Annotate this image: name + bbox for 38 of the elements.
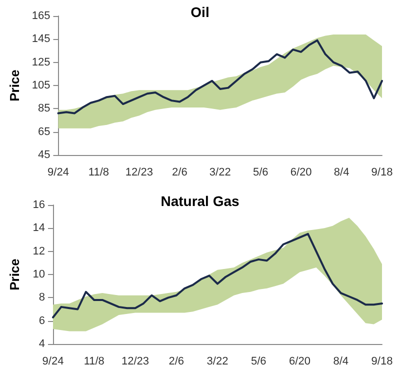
x-tick-label: 2/6	[168, 356, 184, 368]
y-tick-label: 6	[38, 314, 45, 327]
x-tick-label: 3/22	[206, 356, 228, 368]
x-tick-label: 3/22	[209, 166, 231, 178]
x-tick-label: 8/4	[333, 356, 349, 368]
x-tick-label: 9/24	[48, 166, 69, 178]
y-tick-label: 16	[32, 199, 45, 211]
y-axis-title: Price	[7, 258, 22, 290]
y-tick-label: 165	[32, 10, 50, 22]
x-tick-label: 9/18	[371, 166, 393, 178]
x-tick-label: 6/20	[289, 356, 310, 368]
y-tick-label: 85	[38, 102, 50, 115]
x-tick-label: 12/23	[121, 356, 150, 368]
y-tick-label: 125	[32, 56, 50, 68]
y-tick-label: 8	[38, 292, 45, 304]
x-tick-label: 9/18	[371, 356, 393, 368]
x-tick-label: 11/8	[88, 166, 110, 178]
y-tick-label: 12	[32, 245, 45, 258]
y-tick-label: 145	[32, 33, 50, 46]
x-tick-label: 8/4	[334, 166, 350, 178]
y-tick-label: 65	[38, 126, 50, 138]
x-tick-label: 5/6	[250, 356, 266, 368]
chart-title: Natural Gas	[160, 193, 240, 209]
line-series	[52, 232, 383, 318]
x-tick-label: 5/6	[252, 166, 268, 178]
y-tick-label: 105	[32, 80, 50, 92]
y-tick-label: 4	[38, 338, 45, 350]
y-axis-title: Price	[7, 70, 22, 102]
y-tick-label: 14	[32, 222, 45, 234]
x-tick-label: 12/23	[125, 166, 153, 178]
x-tick-label: 6/20	[290, 166, 312, 178]
line-series	[57, 39, 383, 114]
y-tick-label: 10	[32, 268, 45, 280]
y-tick-label: 45	[38, 149, 50, 161]
x-tick-label: 11/8	[84, 356, 104, 368]
chart-title: Oil	[190, 4, 210, 20]
x-tick-label: 9/24	[42, 356, 64, 368]
x-tick-label: 2/6	[172, 166, 188, 178]
